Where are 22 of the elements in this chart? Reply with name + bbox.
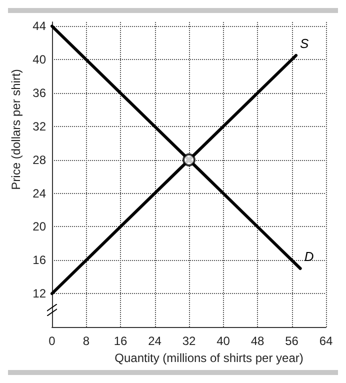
x-tick-label: 64 [319,334,333,348]
x-tick-label: 40 [216,334,230,348]
x-tick-label: 32 [182,334,196,348]
y-tick-label: 44 [32,19,46,34]
x-tick-label: 56 [285,334,299,348]
x-tick-label: 16 [114,334,128,348]
series-label: S [300,36,310,51]
y-tick-label: 32 [32,119,46,134]
x-axis-title: Quantity (millions of shirts per year) [114,350,304,365]
y-tick-label: 28 [32,152,46,167]
series-label: D [304,249,314,264]
x-tick-label: 48 [250,334,264,348]
y-axis-title: Price (dollars per shirt) [8,69,23,190]
y-tick-label: 20 [32,220,46,234]
y-tick-label: 36 [32,86,46,100]
y-tick-label: 24 [32,186,46,200]
x-tick-label: 0 [48,334,56,348]
x-tick-label: 8 [82,334,90,348]
y-tick-label: 12 [32,286,46,301]
x-tick-label: 24 [148,334,162,348]
y-tick-label: 40 [32,52,46,67]
y-tick-label: 16 [32,253,46,268]
